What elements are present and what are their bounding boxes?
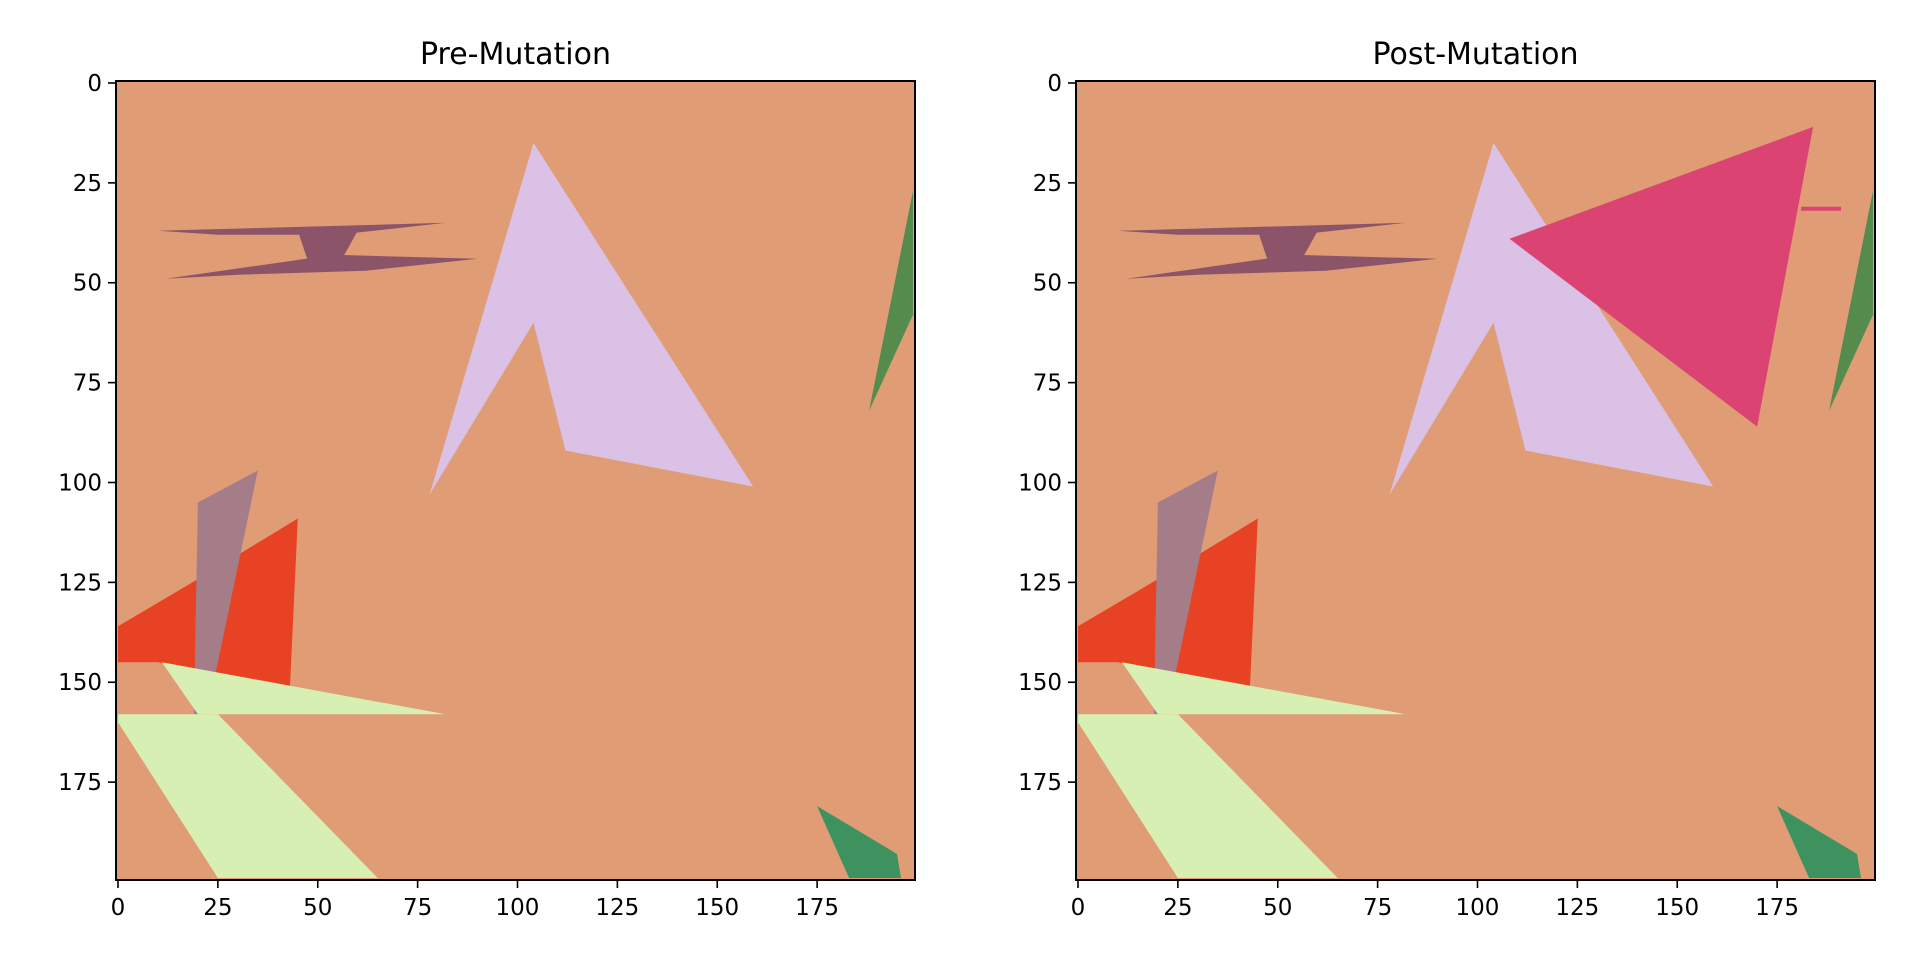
pre-mutation-x-ticks: 0 25 50 75 100 125 150 175	[111, 880, 839, 921]
post-mutation-lilac-triangle	[1389, 142, 1714, 495]
post-mutation-panel: Post-Mutation 0 25 50 75 100 125 150 175 0 25 50 7…	[1018, 37, 1876, 921]
post-mutation-mauve-streak-link	[1257, 230, 1318, 267]
pre-mutation-green-corner	[817, 806, 901, 878]
pre-mutation-grey-mauve-shape	[193, 470, 258, 715]
post-mutation-x-tick-label: 100	[1456, 895, 1500, 921]
pre-mutation-y-tick-label: 100	[58, 470, 102, 496]
pre-mutation-x-tick-label: 50	[303, 895, 332, 921]
post-mutation-lime-shape-upper	[1121, 662, 1406, 715]
pre-mutation-y-tick-label: 50	[73, 271, 102, 297]
pre-mutation-y-tick-label: 0	[87, 71, 102, 97]
pre-mutation-mauve-streak-link	[297, 230, 358, 267]
post-mutation-x-tick-label: 0	[1071, 895, 1086, 921]
post-mutation-image	[1076, 81, 1875, 880]
post-mutation-y-tick-label: 0	[1047, 71, 1062, 97]
pre-mutation-image	[116, 81, 915, 880]
post-mutation-x-tick-label: 125	[1555, 895, 1599, 921]
post-mutation-y-tick-label: 50	[1033, 271, 1062, 297]
pre-mutation-x-tick-label: 75	[403, 895, 432, 921]
pre-mutation-green-sliver-right	[869, 190, 913, 411]
pre-mutation-canvas	[116, 81, 915, 880]
post-mutation-pink-triangle	[1509, 126, 1814, 427]
post-mutation-y-tick-label: 125	[1018, 570, 1062, 596]
post-mutation-y-tick-label: 75	[1033, 371, 1062, 397]
pre-mutation-panel: Pre-Mutation 0 25 50 75 100 125 150 175 0 25 50 75…	[58, 37, 916, 921]
pre-mutation-x-tick-label: 175	[795, 895, 839, 921]
pre-mutation-y-tick-label: 175	[58, 770, 102, 796]
post-mutation-green-corner	[1777, 806, 1861, 878]
pre-mutation-y-tick-label: 25	[73, 171, 102, 197]
pre-mutation-y-tick-label: 75	[73, 371, 102, 397]
pre-mutation-y-ticks: 0 25 50 75 100 125 150 175	[58, 71, 116, 796]
post-mutation-x-tick-label: 175	[1755, 895, 1799, 921]
post-mutation-mauve-streak-upper	[1117, 222, 1406, 235]
pre-mutation-y-tick-label: 150	[58, 670, 102, 696]
post-mutation-x-tick-label: 150	[1655, 895, 1699, 921]
post-mutation-y-ticks: 0 25 50 75 100 125 150 175	[1018, 71, 1076, 796]
post-mutation-green-sliver-right	[1829, 190, 1873, 411]
post-mutation-grey-mauve-shape	[1153, 470, 1218, 715]
post-mutation-y-tick-label: 100	[1018, 470, 1062, 496]
post-mutation-y-tick-label: 175	[1018, 770, 1062, 796]
post-mutation-lime-shape-lower	[1078, 714, 1338, 878]
pre-mutation-lime-shape-lower	[118, 714, 378, 878]
pre-mutation-x-tick-label: 25	[203, 895, 232, 921]
post-mutation-y-tick-label: 150	[1018, 670, 1062, 696]
pre-mutation-title: Pre-Mutation	[420, 37, 611, 72]
post-mutation-axes-frame	[1075, 80, 1876, 881]
pre-mutation-x-tick-label: 0	[111, 895, 126, 921]
pre-mutation-mauve-streak-upper	[157, 222, 446, 235]
pre-mutation-x-tick-label: 150	[695, 895, 739, 921]
pre-mutation-lime-shape-upper	[161, 662, 446, 715]
post-mutation-pink-dash	[1801, 206, 1841, 211]
post-mutation-x-tick-label: 25	[1163, 895, 1192, 921]
pre-mutation-axes-frame	[115, 80, 916, 881]
post-mutation-title: Post-Mutation	[1372, 37, 1578, 72]
pre-mutation-lilac-triangle	[429, 142, 754, 495]
post-mutation-x-ticks: 0 25 50 75 100 125 150 175	[1071, 880, 1799, 921]
pre-mutation-x-tick-label: 100	[496, 895, 540, 921]
post-mutation-x-tick-label: 75	[1363, 895, 1392, 921]
post-mutation-y-tick-label: 25	[1033, 171, 1062, 197]
post-mutation-canvas	[1076, 81, 1875, 880]
pre-mutation-y-tick-label: 125	[58, 570, 102, 596]
pre-mutation-x-tick-label: 125	[595, 895, 639, 921]
post-mutation-x-tick-label: 50	[1263, 895, 1292, 921]
